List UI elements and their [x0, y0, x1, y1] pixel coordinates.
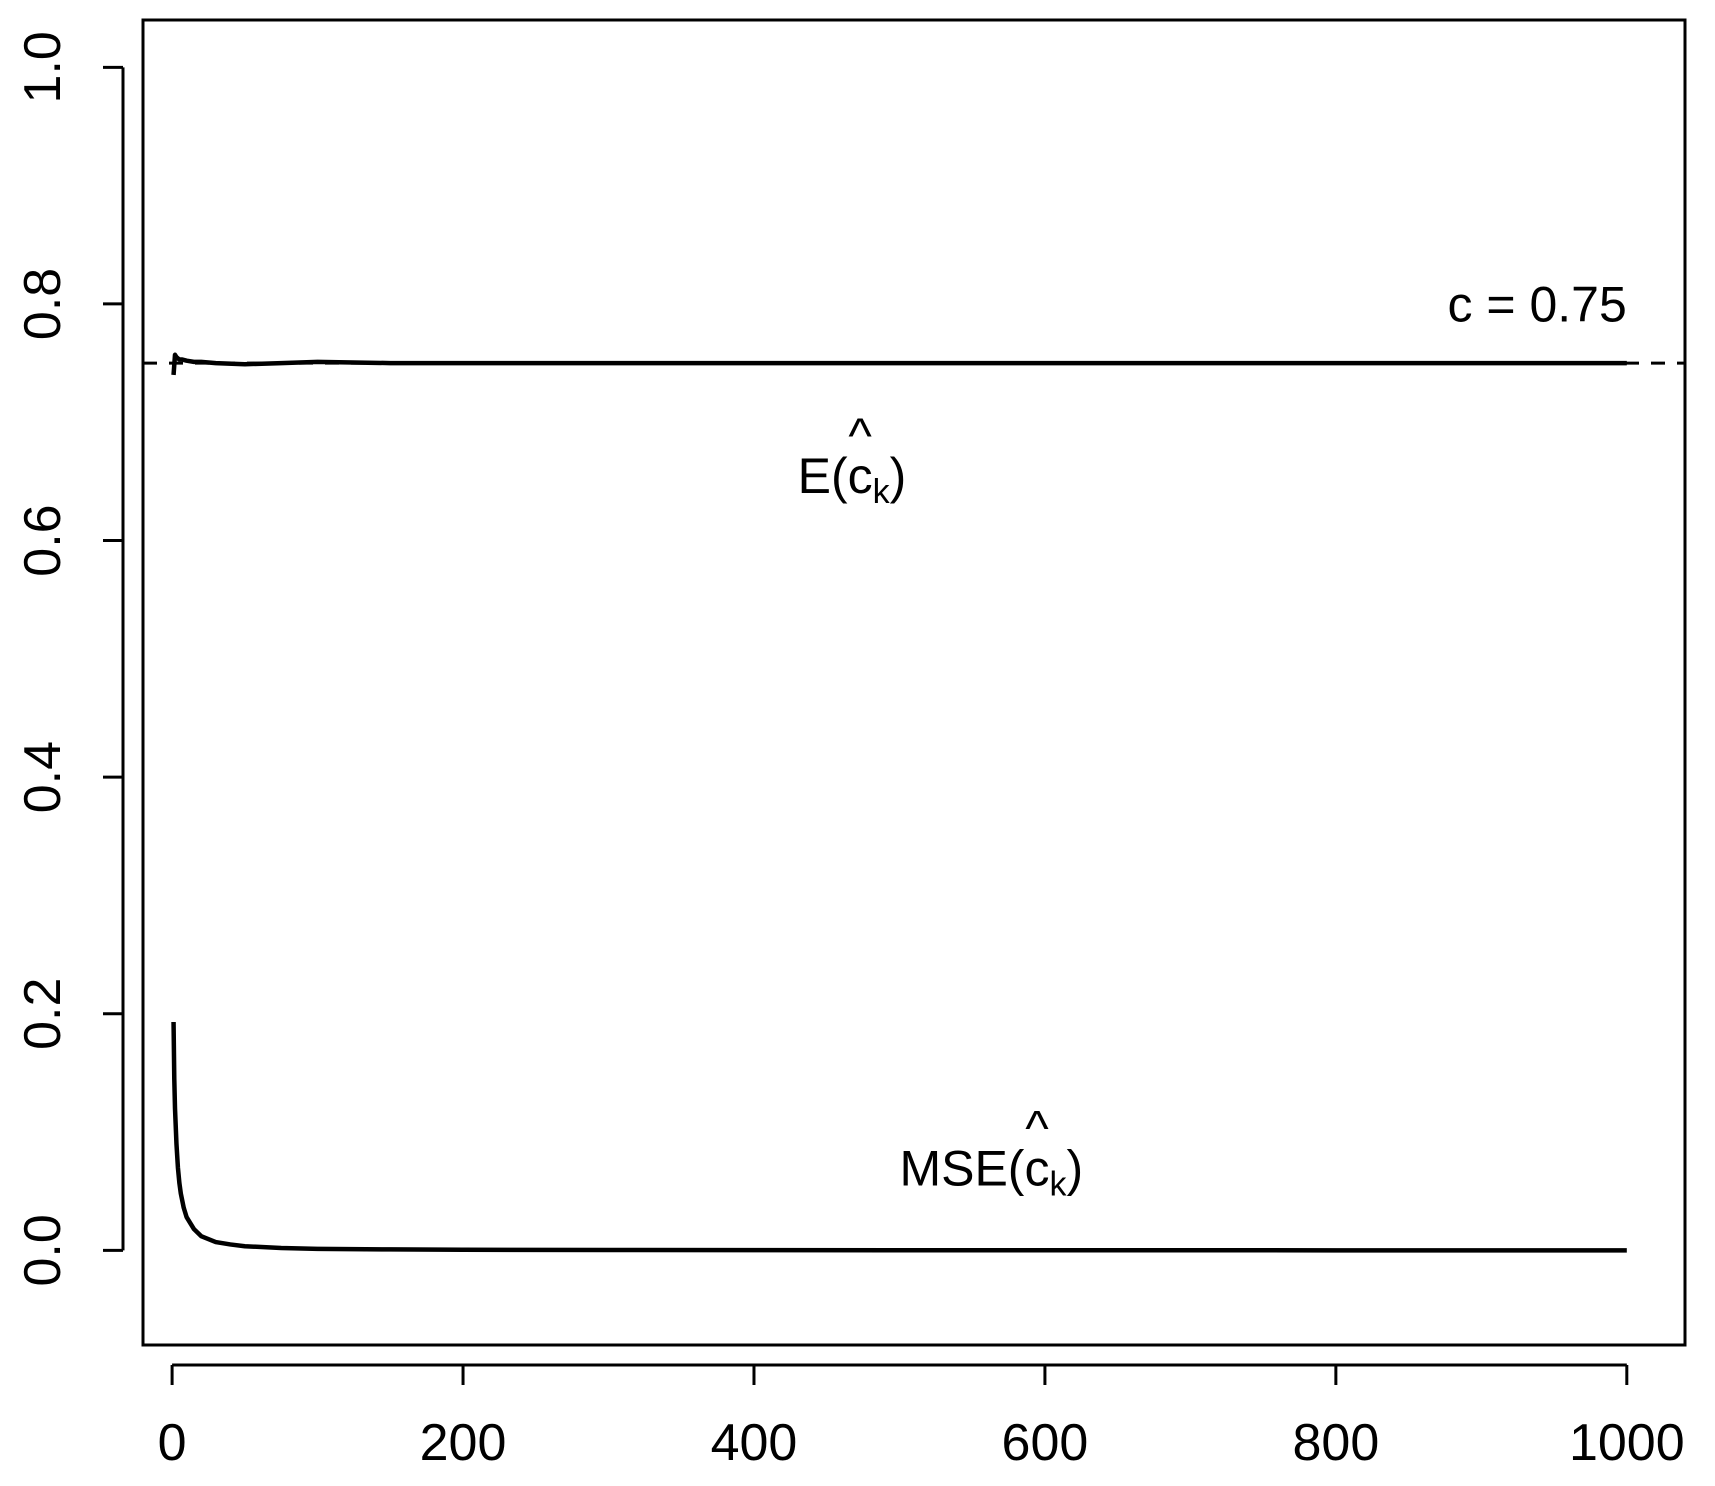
annotation-text: MSE(ck)	[899, 1140, 1083, 1203]
hat-accent: ^	[1025, 1100, 1049, 1156]
series-line-1	[171, 352, 1627, 376]
x-tick-label: 400	[711, 1414, 798, 1472]
hat-accent: ^	[848, 408, 872, 464]
x-tick-label: 1000	[1569, 1414, 1685, 1472]
annotation-layer: c = 0.75E(ck)^MSE(ck)^	[798, 277, 1627, 1204]
y-axis: 0.0 0.2 0.4 0.6 0.8 1.0	[14, 31, 125, 1287]
y-tick-label: 0.4	[14, 741, 72, 813]
annotation-label-2: MSE(ck)^	[899, 1100, 1083, 1203]
plot-frame	[141, 18, 1687, 1347]
series-line-2	[171, 1022, 1627, 1253]
x-tick-label: 0	[158, 1414, 187, 1472]
x-tick-label: 800	[1292, 1414, 1379, 1472]
annotation-label-1: E(ck)^	[798, 408, 907, 511]
y-tick-label: 0.2	[14, 978, 72, 1050]
y-tick-label: 0.0	[14, 1214, 72, 1286]
y-tick-label: 0.6	[14, 504, 72, 576]
x-axis: 0 200 400 600 800 1000	[158, 1363, 1685, 1472]
y-tick-label: 0.8	[14, 268, 72, 340]
annotation-text: E(ck)	[798, 448, 907, 511]
y-tick-label: 1.0	[14, 31, 72, 103]
x-tick-label: 600	[1002, 1414, 1089, 1472]
x-tick-label: 200	[420, 1414, 507, 1472]
series-layer	[143, 352, 1685, 1253]
annotation-reference-label: c = 0.75	[1448, 277, 1627, 333]
